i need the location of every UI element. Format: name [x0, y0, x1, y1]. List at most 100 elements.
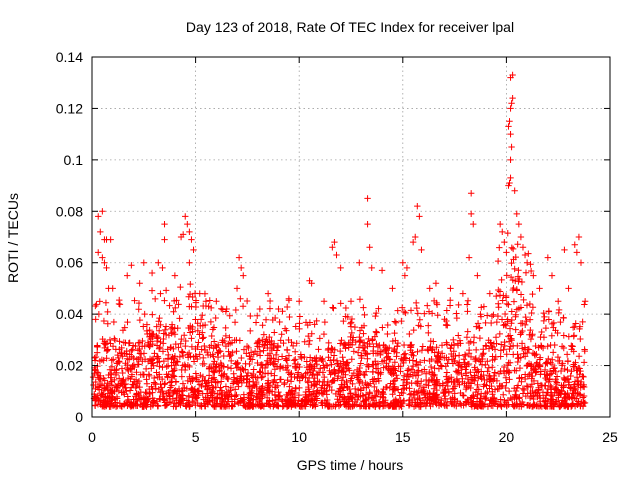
y-tick-label: 0.12	[56, 100, 83, 116]
data-point	[467, 369, 474, 376]
data-point	[505, 123, 512, 130]
data-point	[460, 355, 468, 363]
data-point	[307, 369, 314, 376]
data-point	[334, 399, 342, 406]
data-point	[558, 362, 566, 369]
data-point	[462, 372, 470, 379]
data-point	[140, 371, 148, 378]
data-point	[228, 398, 236, 405]
data-point	[493, 292, 500, 300]
data-point	[93, 301, 100, 308]
data-point	[357, 360, 364, 367]
data-point	[111, 335, 118, 342]
data-point	[295, 397, 302, 404]
data-point	[190, 358, 198, 365]
data-point	[384, 353, 392, 360]
data-point	[537, 368, 545, 375]
data-point	[568, 346, 575, 353]
data-point	[482, 342, 489, 349]
data-point	[438, 342, 446, 349]
data-point	[347, 403, 354, 410]
data-point	[94, 371, 101, 379]
data-point	[179, 380, 187, 387]
data-point	[126, 401, 134, 409]
data-point	[203, 398, 211, 405]
data-point	[526, 402, 533, 410]
data-point	[383, 383, 391, 391]
data-point	[365, 363, 372, 371]
data-point	[355, 393, 362, 400]
data-point	[474, 366, 481, 373]
data-point	[186, 228, 193, 236]
data-point	[313, 370, 321, 378]
x-axis-label: GPS time / hours	[297, 457, 404, 473]
data-point	[278, 396, 286, 404]
y-tick-label: 0.14	[56, 49, 83, 65]
data-point	[278, 353, 286, 360]
data-point	[170, 297, 178, 305]
data-point	[470, 334, 478, 341]
data-point	[227, 387, 234, 394]
data-point	[226, 340, 234, 347]
data-point	[353, 366, 361, 374]
data-point	[92, 385, 99, 393]
data-point	[403, 373, 411, 380]
data-point	[401, 350, 409, 357]
data-point	[441, 392, 448, 400]
data-point	[97, 228, 104, 236]
data-point	[495, 370, 503, 377]
data-point	[523, 382, 531, 390]
data-point	[476, 334, 484, 342]
data-point	[296, 325, 303, 333]
data-point	[451, 390, 458, 397]
data-point	[208, 332, 215, 340]
data-point	[502, 292, 510, 300]
data-point	[237, 366, 245, 373]
data-point	[443, 379, 450, 386]
data-point	[192, 388, 200, 395]
data-point	[213, 361, 220, 368]
data-point	[356, 333, 363, 341]
data-point	[560, 344, 567, 352]
data-point	[100, 317, 108, 325]
data-point	[268, 345, 276, 352]
data-point	[201, 290, 209, 297]
data-point	[514, 273, 522, 280]
data-point	[538, 328, 545, 336]
data-point	[450, 336, 457, 344]
data-point	[161, 220, 168, 228]
data-point	[356, 379, 363, 387]
data-point	[154, 334, 162, 341]
data-point	[161, 297, 168, 304]
data-point	[524, 361, 531, 369]
data-point	[153, 332, 160, 340]
data-point	[259, 402, 266, 409]
data-point	[169, 368, 176, 375]
data-point	[339, 354, 346, 361]
data-point	[560, 332, 567, 339]
data-point	[199, 377, 206, 385]
data-point	[128, 373, 136, 380]
data-point	[137, 350, 145, 358]
data-point	[567, 372, 574, 380]
data-point	[311, 321, 318, 328]
data-point	[320, 298, 328, 305]
data-point	[140, 400, 147, 408]
data-point	[516, 364, 524, 372]
data-point	[410, 391, 417, 399]
data-point	[94, 343, 101, 351]
data-point	[133, 369, 140, 376]
data-point	[508, 100, 515, 107]
data-point	[421, 391, 428, 399]
data-point	[474, 320, 482, 327]
x-tick-label: 5	[192, 429, 200, 445]
data-point	[177, 283, 184, 291]
data-point	[351, 385, 359, 393]
data-point	[98, 391, 106, 399]
data-point	[296, 320, 303, 327]
data-point	[548, 320, 556, 328]
data-point	[305, 341, 313, 348]
data-point	[458, 401, 465, 409]
data-point	[220, 371, 227, 379]
data-point	[360, 304, 367, 311]
